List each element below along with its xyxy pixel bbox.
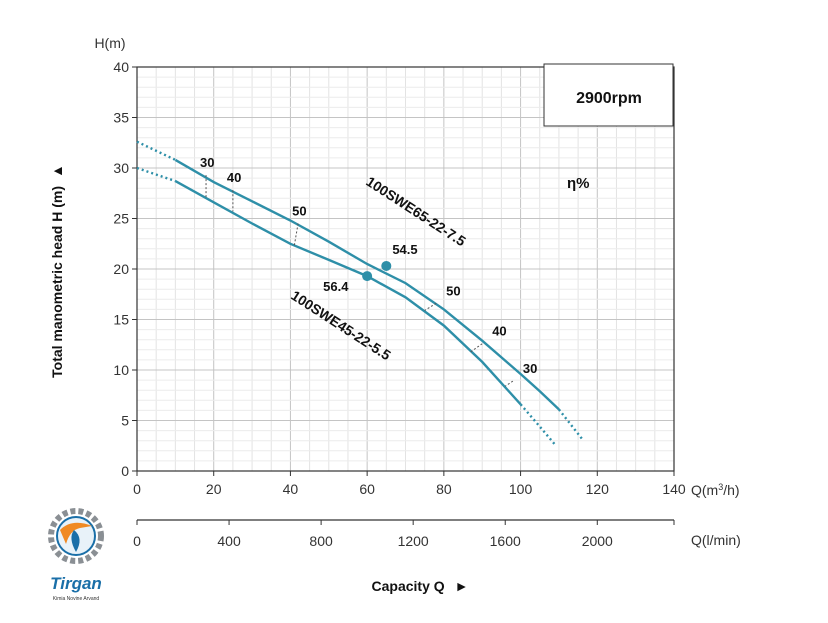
efficiency-mark-label: 40 bbox=[227, 170, 241, 185]
y-tick-label: 10 bbox=[113, 362, 129, 378]
y-tick-label: 0 bbox=[121, 463, 129, 479]
x-tick-label: 0 bbox=[133, 481, 141, 497]
logo-swirl-icon bbox=[60, 522, 92, 544]
y-tick-label: 30 bbox=[113, 160, 129, 176]
bep-point bbox=[362, 271, 373, 282]
series-line bbox=[174, 180, 522, 406]
efficiency-mark-label: 30 bbox=[200, 155, 214, 170]
logo-tagline: Kimia Novine Arvand bbox=[53, 596, 100, 602]
series-line-extension bbox=[519, 403, 557, 446]
x2-tick-label: 2000 bbox=[582, 533, 613, 549]
y-tick-label: 15 bbox=[113, 312, 129, 328]
logo-name: Tirgan bbox=[50, 574, 102, 593]
y-axis-ticks: 0 5 10 15 20 25 30 35 40 bbox=[113, 59, 137, 479]
x2-tick-label: 0 bbox=[133, 533, 141, 549]
x2-tick-label: 800 bbox=[309, 533, 333, 549]
efficiency-mark-label: 50 bbox=[446, 283, 460, 298]
y-tick-label: 25 bbox=[113, 211, 129, 227]
x-tick-label: 140 bbox=[662, 481, 686, 497]
logo-drop-icon bbox=[71, 530, 80, 552]
x-tick-label: 40 bbox=[283, 481, 299, 497]
secondary-x-axis: 0 400 800 1200 1600 2000 bbox=[133, 519, 675, 549]
y-tick-label: 5 bbox=[121, 413, 129, 429]
x-axis-ticks: 0 20 40 60 80 100 120 140 bbox=[133, 471, 686, 497]
grid bbox=[136, 66, 675, 472]
x2-tick-label: 1600 bbox=[490, 533, 521, 549]
efficiency-marks: 30 40 50 50 40 30 bbox=[200, 155, 537, 387]
y-tick-label: 35 bbox=[113, 110, 129, 126]
efficiency-mark-label: 30 bbox=[523, 361, 537, 376]
x-unit-label: Q(m3/h) bbox=[691, 482, 740, 498]
x-tick-label: 80 bbox=[436, 481, 452, 497]
bep-point bbox=[381, 260, 392, 271]
series-line-extension bbox=[136, 166, 176, 183]
series-label: 100SWE65-22-7.5 bbox=[363, 173, 468, 249]
y-tick-label: 40 bbox=[113, 59, 129, 75]
bep-label: 56.4 bbox=[323, 279, 349, 294]
bep-label: 54.5 bbox=[392, 242, 417, 257]
x-tick-label: 100 bbox=[509, 481, 533, 497]
y-axis-title: Total manometric head H (m)▲ bbox=[49, 164, 65, 378]
series-curves: 100SWE65-22-7.5 100SWE45-22-5.5 54.5 56.4 bbox=[136, 140, 583, 446]
series-line-extension bbox=[557, 408, 583, 440]
series-line-extension bbox=[136, 140, 176, 161]
efficiency-isoline bbox=[470, 343, 483, 353]
x2-unit-label: Q(l/min) bbox=[691, 532, 741, 548]
tirgan-logo: Tirgan Kimia Novine Arvand bbox=[48, 508, 104, 602]
x-tick-label: 120 bbox=[586, 481, 610, 497]
x-tick-label: 60 bbox=[359, 481, 375, 497]
efficiency-isoline bbox=[293, 223, 299, 246]
efficiency-mark-label: 40 bbox=[492, 324, 506, 339]
x2-tick-label: 400 bbox=[217, 533, 241, 549]
series-label: 100SWE45-22-5.5 bbox=[288, 287, 393, 363]
y-tick-label: 20 bbox=[113, 261, 129, 277]
x2-tick-label: 1200 bbox=[398, 533, 429, 549]
speed-label: 2900rpm bbox=[576, 90, 642, 107]
x-axis-title: Capacity Q ► bbox=[372, 578, 469, 594]
y-unit-label: H(m) bbox=[94, 35, 125, 51]
efficiency-isoline bbox=[504, 380, 514, 387]
x-tick-label: 20 bbox=[206, 481, 222, 497]
logo-gear-icon bbox=[48, 508, 104, 564]
speed-box bbox=[543, 63, 674, 127]
efficiency-mark-label: 50 bbox=[292, 204, 306, 219]
efficiency-label: η% bbox=[567, 175, 590, 192]
series-line bbox=[174, 158, 560, 411]
